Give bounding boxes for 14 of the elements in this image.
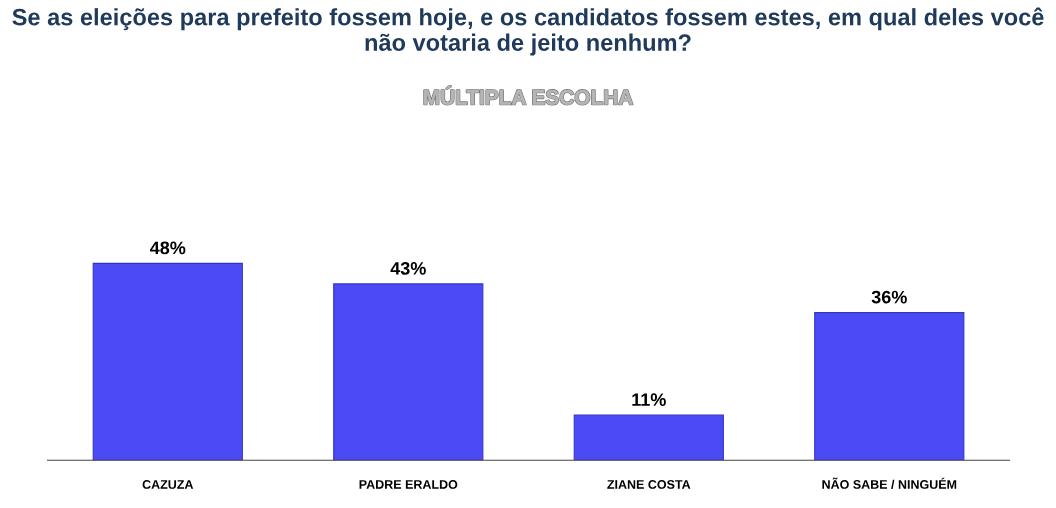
data-label: 36% [871,290,907,304]
data-label: 43% [390,261,426,275]
x-tick-label: NÃO SABE / NINGUÉM [822,477,957,489]
bar [92,262,243,461]
chart-title: Se as eleições para prefeito fossem hoje, e os candidatos fossem estes, em qual deles você não votaria de jeito nenhum? [12,7,1044,56]
chart-subtitle: MÚLTIPLA ESCOLHA [424,85,633,105]
bar [333,283,484,461]
bar [573,414,724,461]
x-tick-label: ZIANE COSTA [607,480,691,489]
x-tick-label: PADRE ERALDO [359,480,458,489]
data-label: 48% [149,241,186,255]
x-tick-label: CAZUZA [142,480,194,489]
data-label: 11% [632,393,666,406]
bar [814,312,965,461]
